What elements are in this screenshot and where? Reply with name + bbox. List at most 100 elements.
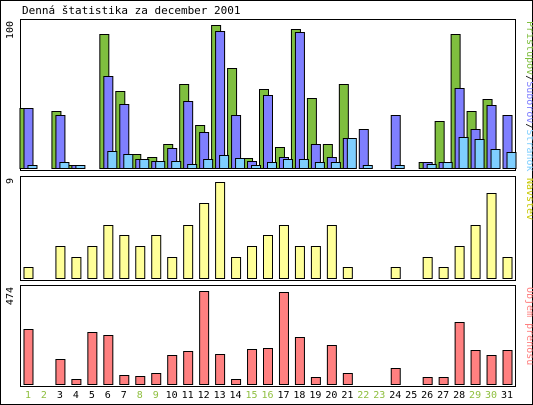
series-Objem prenosu (23, 291, 513, 385)
bar-Objem prenosu-day-13 (215, 354, 226, 385)
bar-Návštev-day-1 (23, 267, 34, 279)
bar-Objem prenosu-day-11 (183, 351, 194, 385)
bar-Návštev-day-17 (278, 225, 289, 279)
bar-Objem prenosu-day-6 (103, 335, 114, 385)
bar-Súborov-day-18 (294, 32, 305, 169)
legend-hits-files-pages: Prístupov/Súborov/Stránok (524, 21, 533, 172)
bar-Objem prenosu-day-31 (502, 350, 513, 385)
bar-Súborov-day-3 (55, 115, 66, 169)
bar-Návštev-day-19 (310, 246, 321, 279)
bar-Stránok-day-15 (251, 165, 262, 169)
bar-Objem prenosu-day-15 (247, 349, 258, 385)
scale-max-label: 100 (5, 21, 16, 39)
bar-Objem prenosu-day-9 (151, 373, 162, 385)
bar-Návštev-day-10 (167, 257, 178, 279)
day-label-13: 13 (214, 390, 226, 401)
legend-kbytes: Objem prenosu (524, 287, 533, 365)
legend-item: Objem prenosu (524, 287, 533, 365)
bar-Návštev-day-31 (502, 257, 513, 279)
bar-Objem prenosu-day-4 (71, 379, 82, 385)
bar-Stránok-day-9 (155, 161, 166, 169)
day-label-31: 31 (501, 390, 513, 401)
day-label-24: 24 (389, 390, 401, 401)
bar-Stránok-day-7 (123, 154, 134, 169)
panel-kbytes: 474 Objem prenosu (5, 285, 533, 387)
day-label-16: 16 (261, 390, 273, 401)
bar-Návštev-day-12 (199, 203, 210, 279)
day-label-23: 23 (373, 390, 385, 401)
day-label-17: 17 (277, 390, 289, 401)
day-label-11: 11 (182, 390, 194, 401)
day-label-30: 30 (485, 390, 497, 401)
bar-Návštev-day-15 (247, 246, 258, 279)
bar-Objem prenosu-day-5 (87, 332, 98, 385)
bar-Návštev-day-4 (71, 257, 82, 279)
bar-Návštev-day-21 (342, 267, 353, 279)
bar-Stránok-day-29 (474, 139, 485, 169)
day-label-3: 3 (57, 390, 63, 401)
bar-Návštev-day-27 (438, 267, 449, 279)
bar-Súborov-day-16 (263, 95, 273, 169)
series-Súborov (23, 31, 513, 169)
day-label-20: 20 (325, 390, 337, 401)
bar-Objem prenosu-day-3 (55, 359, 66, 385)
bar-Stránok-day-4 (75, 165, 86, 169)
bar-Návštev-day-3 (55, 246, 66, 279)
scale-max-label: 9 (5, 178, 16, 184)
bar-Objem prenosu-day-12 (199, 291, 210, 385)
day-label-7: 7 (121, 390, 127, 401)
bar-Stránok-day-28 (458, 137, 469, 169)
bar-Stránok-day-3 (59, 162, 70, 169)
day-labels: 1 2 3 4 5 6 7 8 9 10 11 12 13 14 15 16 17 18 19 20 21 22 23 24 2… (25, 390, 513, 401)
bar-Návštev-day-6 (103, 225, 114, 279)
bar-Návštev-day-13 (215, 182, 226, 279)
bar-Objem prenosu-day-21 (342, 373, 353, 385)
bar-Návštev-day-14 (231, 257, 242, 279)
bar-Objem prenosu-day-16 (263, 348, 273, 385)
day-label-22: 22 (357, 390, 369, 401)
bar-Stránok-day-12 (203, 159, 214, 169)
day-label-26: 26 (421, 390, 433, 401)
bar-Stránok-day-10 (171, 161, 182, 169)
bar-Stránok-day-18 (298, 159, 309, 169)
bar-Objem prenosu-day-18 (294, 337, 305, 385)
day-label-9: 9 (153, 390, 159, 401)
bar-Stránok-day-27 (442, 162, 453, 169)
bar-Návštev-day-18 (294, 246, 305, 279)
legend-item: Návštev (524, 178, 533, 220)
day-label-10: 10 (166, 390, 178, 401)
series-Stránok (27, 137, 517, 169)
day-label-5: 5 (89, 390, 95, 401)
day-label-25: 25 (405, 390, 417, 401)
day-label-12: 12 (198, 390, 210, 401)
day-label-18: 18 (293, 390, 305, 401)
legend-item: Prístupov (524, 21, 533, 75)
day-label-29: 29 (469, 390, 481, 401)
legend-visits: Návštev (524, 178, 533, 220)
legend-item: Súborov (524, 81, 533, 123)
legend-item: / (524, 123, 533, 129)
day-label-19: 19 (309, 390, 321, 401)
bar-Stránok-day-22 (362, 165, 373, 169)
bar-Stránok-day-31 (506, 152, 517, 169)
bar-Objem prenosu-day-29 (470, 350, 481, 385)
chart-panels: 100Prístupov/Súborov/Stránok9Návštev474O… (5, 19, 533, 387)
bar-Návštev-day-7 (119, 235, 130, 279)
legend-item: Stránok (524, 129, 533, 171)
day-label-27: 27 (437, 390, 449, 401)
bar-Stránok-day-24 (394, 165, 405, 169)
bar-Objem prenosu-day-27 (438, 377, 449, 385)
bar-Stránok-day-17 (282, 159, 293, 169)
bar-Návštev-day-5 (87, 246, 98, 279)
bar-Stránok-day-8 (139, 159, 150, 169)
bar-Súborov-day-13 (215, 31, 226, 169)
day-label-1: 1 (25, 390, 31, 401)
bar-Objem prenosu-day-7 (119, 375, 130, 385)
bar-Stránok-day-11 (187, 164, 198, 169)
bar-Prístupov-day-27 (434, 121, 445, 169)
bar-Stránok-day-26 (426, 164, 437, 169)
bar-Návštev-day-8 (135, 246, 146, 279)
bar-Objem prenosu-day-14 (231, 379, 242, 385)
bar-Objem prenosu-day-20 (326, 345, 337, 385)
